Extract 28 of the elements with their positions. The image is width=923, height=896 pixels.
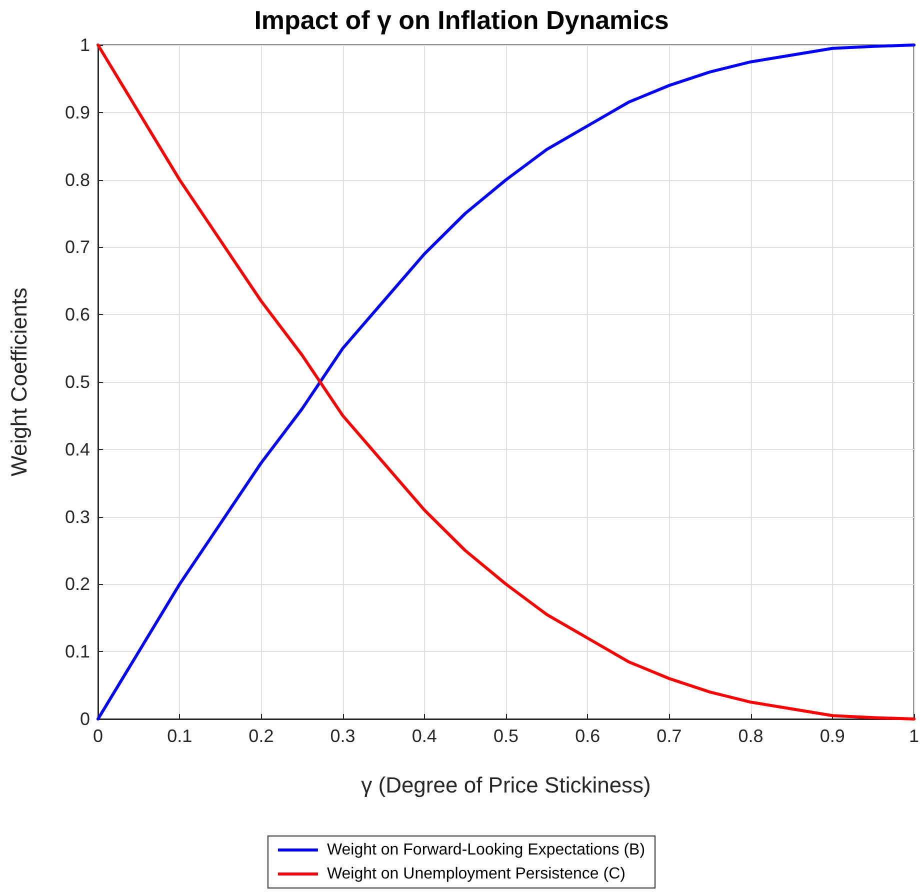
x-tick-label: 0 — [92, 726, 104, 746]
x-tick-label: 0.2 — [248, 726, 274, 746]
y-tick-label: 0.1 — [64, 642, 90, 662]
x-tick-label: 0.5 — [493, 726, 519, 746]
y-tick-label: 1 — [80, 35, 90, 55]
y-tick-label: 0.4 — [64, 439, 90, 460]
x-axis-title: γ (Degree of Price Stickiness) — [361, 772, 651, 798]
y-tick-label: 0.5 — [64, 372, 90, 392]
y-tick-label: 0.9 — [64, 102, 90, 122]
y-axis-title: Weight Coefficients — [6, 288, 32, 476]
chart-title: Impact of γ on Inflation Dynamics — [254, 5, 669, 35]
x-tick-label: 0.4 — [412, 726, 437, 746]
x-tick-label: 0.9 — [820, 726, 845, 746]
legend-label: Weight on Unemployment Persistence (C) — [326, 866, 626, 882]
x-tick-label: 1 — [908, 726, 920, 746]
y-tick-label: 0 — [80, 709, 90, 729]
x-tick-label: 0.8 — [738, 726, 764, 746]
y-tick-label: 0.2 — [64, 574, 90, 594]
y-tick-label: 0.8 — [64, 170, 90, 190]
x-tick-label: 0.1 — [167, 726, 192, 746]
x-tick-label: 0.7 — [656, 726, 682, 746]
y-tick-label: 0.6 — [64, 304, 90, 325]
x-tick-label: 0.6 — [575, 726, 600, 746]
y-tick-label: 0.3 — [64, 506, 90, 527]
line-series — [96, 44, 916, 720]
legend-label: Weight on Forward-Looking Expectations (B) — [326, 842, 646, 858]
x-tick-label: 0.3 — [330, 726, 356, 746]
y-tick-label: 0.7 — [64, 237, 90, 258]
